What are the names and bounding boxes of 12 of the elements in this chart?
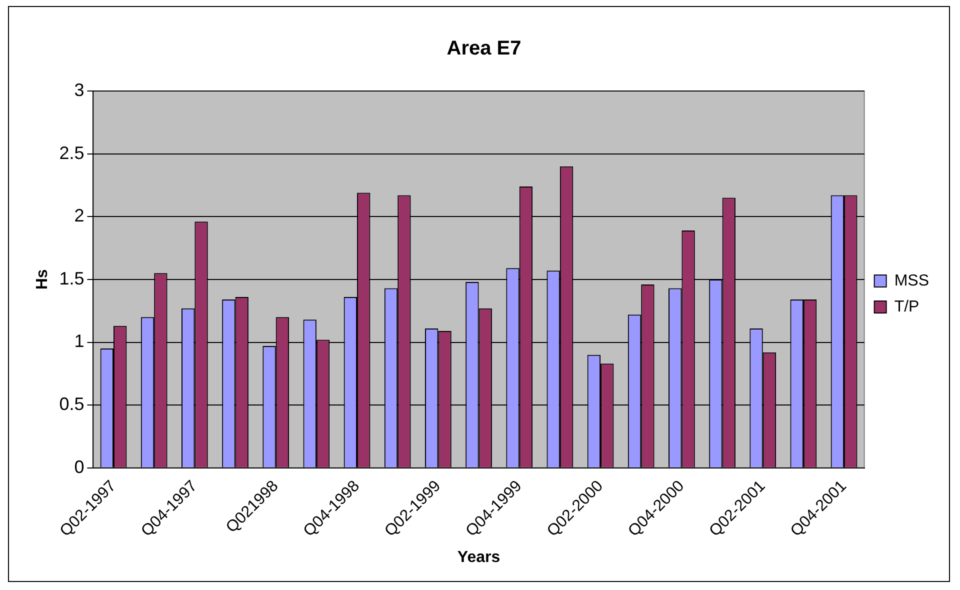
y-tick-label: 1.5 bbox=[59, 268, 84, 288]
legend-label: T/P bbox=[894, 298, 920, 316]
y-tick-label: 2.5 bbox=[59, 142, 84, 163]
y-tick-label: 0 bbox=[74, 456, 84, 477]
y-axis-title: Hs bbox=[34, 269, 52, 290]
y-tick-label: 3 bbox=[74, 80, 84, 100]
y-tick-label: 2 bbox=[74, 206, 84, 226]
x-axis-title: Years bbox=[457, 548, 500, 566]
legend-label: MSS bbox=[894, 272, 929, 290]
chart-title: Area E7 bbox=[446, 38, 522, 60]
y-tick-label: 0.5 bbox=[59, 394, 84, 414]
y-tick-label: 1 bbox=[74, 331, 84, 352]
